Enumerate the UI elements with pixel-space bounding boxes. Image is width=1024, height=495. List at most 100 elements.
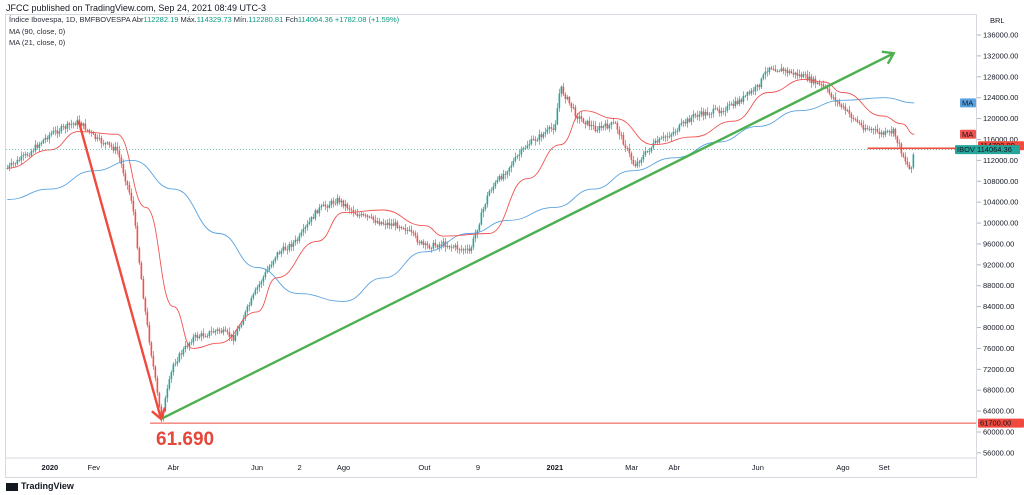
candle-body	[690, 117, 693, 122]
candle-body	[172, 364, 175, 373]
candle-body	[234, 334, 237, 341]
legend-open-label: Abr	[131, 15, 144, 24]
candle-body	[392, 223, 395, 226]
candle-body	[716, 108, 719, 110]
candle-body	[340, 200, 343, 203]
candle-body	[628, 148, 631, 154]
candle-body	[816, 82, 819, 84]
tradingview-logo[interactable]: TradingView	[6, 481, 74, 491]
candle-body	[750, 90, 753, 94]
candle-body	[786, 69, 789, 74]
candle-body	[696, 115, 699, 117]
candle-body	[840, 104, 843, 108]
candle-body	[528, 144, 531, 146]
ma21-line[interactable]	[7, 78, 915, 349]
candle-body	[350, 209, 353, 211]
candle-body	[910, 167, 913, 169]
candle-body	[38, 144, 41, 148]
candle-body	[482, 208, 485, 213]
legend-change: +1782.08 (+1.59%)	[334, 15, 400, 24]
candle-body	[438, 244, 441, 248]
price-badge[interactable]	[960, 98, 976, 108]
candle-body	[472, 238, 475, 248]
candle-body	[514, 156, 517, 161]
y-tick-label: 92000.00	[983, 260, 1014, 269]
candle-body	[754, 86, 757, 92]
candle-body	[808, 76, 811, 81]
price-badge-text: MA	[962, 130, 973, 139]
candle-body	[704, 111, 707, 116]
candle-body	[278, 252, 281, 254]
candle-body	[390, 223, 393, 226]
candle-body	[852, 117, 855, 119]
candle-body	[66, 123, 69, 129]
candle-body	[450, 246, 453, 248]
uptrend-line[interactable]	[160, 52, 895, 421]
y-tick-label: 60000.00	[983, 428, 1014, 437]
price-badge[interactable]	[978, 418, 1024, 428]
candle-body	[188, 342, 191, 347]
y-tick-label: 124000.00	[983, 93, 1018, 102]
candle-body	[568, 97, 571, 104]
y-tick-label: 88000.00	[983, 281, 1014, 290]
candle-body	[708, 114, 711, 116]
candle-body	[710, 113, 713, 115]
candle-body	[618, 129, 621, 135]
candle-body	[10, 162, 13, 166]
candle-body	[722, 111, 725, 112]
candle-body	[646, 151, 649, 153]
x-tick-label: 9	[476, 463, 480, 472]
candle-body	[64, 126, 67, 129]
candle-body	[140, 263, 143, 279]
candle-body	[682, 121, 685, 124]
candle-body	[796, 72, 799, 76]
candle-body	[322, 204, 325, 206]
candle-body	[74, 123, 77, 126]
candle-body	[442, 241, 445, 246]
candle-body	[574, 107, 577, 117]
price-badge[interactable]	[960, 129, 976, 139]
candle-body	[360, 213, 363, 216]
candle-body	[678, 124, 681, 131]
candle-body	[598, 125, 601, 131]
candle-body	[576, 116, 579, 119]
candle-body	[464, 249, 467, 251]
candle-body	[452, 246, 455, 248]
candle-body	[208, 331, 211, 336]
candle-body	[32, 150, 35, 152]
candle-body	[334, 203, 337, 205]
ma90-line[interactable]	[7, 97, 915, 302]
candle-body	[770, 67, 773, 69]
price-badge[interactable]	[955, 145, 1020, 155]
candle-body	[520, 149, 523, 155]
candle-body	[844, 106, 847, 111]
candle-body	[740, 99, 743, 102]
candle-body	[408, 229, 411, 231]
candle-body	[54, 130, 57, 132]
candle-body	[458, 249, 461, 251]
candle-body	[398, 226, 401, 228]
candle-body	[244, 311, 247, 319]
legend-ma90[interactable]: MA (90, close, 0)	[9, 27, 66, 36]
candle-body	[664, 136, 667, 138]
candle-body	[846, 110, 849, 112]
candle-body	[698, 114, 701, 117]
legend-symbol[interactable]: Índice Ibovespa, 1D, BMFBOVESPA	[9, 15, 131, 24]
y-tick-label: 80000.00	[983, 323, 1014, 332]
candle-body	[762, 74, 765, 79]
candle-body	[588, 120, 591, 127]
candle-body	[788, 71, 791, 74]
candle-body	[372, 216, 375, 220]
candle-body	[202, 333, 205, 337]
candle-body	[868, 128, 871, 130]
candle-body	[864, 128, 867, 130]
candle-body	[502, 173, 505, 180]
legend-ma21[interactable]: MA (21, close, 0)	[9, 38, 66, 47]
chart-frame	[5, 14, 977, 478]
candle-body	[222, 329, 225, 333]
candle-body	[680, 123, 683, 125]
candle-body	[384, 223, 387, 226]
crash-arrow-line[interactable]	[77, 120, 163, 420]
candle-body	[82, 123, 85, 126]
